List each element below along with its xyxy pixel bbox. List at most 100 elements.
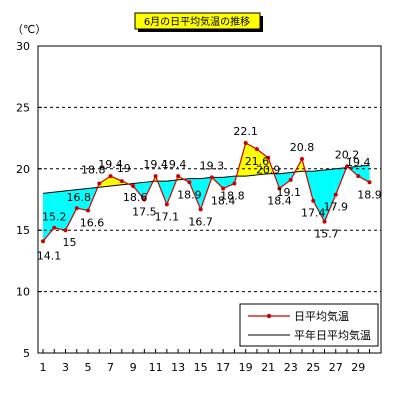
data-label: 17.1 xyxy=(155,210,180,223)
data-label: 19.4 xyxy=(98,158,123,171)
above-normal-fill xyxy=(110,176,122,186)
legend-marker-daily xyxy=(266,313,272,319)
data-point xyxy=(119,179,124,184)
data-point xyxy=(345,164,350,169)
data-point xyxy=(311,198,316,203)
x-tick-label: 25 xyxy=(306,361,320,374)
x-tick-label: 19 xyxy=(239,361,253,374)
data-label: 18.6 xyxy=(123,191,148,204)
y-tick-label: 5 xyxy=(23,347,30,360)
data-label: 15.7 xyxy=(314,228,339,241)
y-tick-label: 10 xyxy=(16,286,30,299)
daily-temperature-line xyxy=(42,142,370,242)
below-normal-fill xyxy=(54,190,66,231)
data-point xyxy=(97,181,102,186)
data-point xyxy=(164,202,169,207)
y-tick-label: 25 xyxy=(16,101,30,114)
below-normal-fill xyxy=(76,188,89,211)
data-label: 20.9 xyxy=(256,164,281,177)
data-point xyxy=(41,239,45,244)
below-normal-fill xyxy=(279,172,291,189)
data-point xyxy=(254,147,259,152)
data-point xyxy=(108,174,113,179)
data-label: 16.7 xyxy=(188,215,213,228)
x-tick-label: 29 xyxy=(351,361,365,374)
data-point xyxy=(356,174,361,179)
x-tick-label: 7 xyxy=(107,361,114,374)
data-point xyxy=(86,208,91,213)
y-tick-label: 15 xyxy=(16,224,30,237)
data-label: 18.4 xyxy=(211,194,236,207)
data-label: 18.8 xyxy=(220,190,245,203)
legend-label-normal: 平年日平均気温 xyxy=(294,328,371,342)
x-tick-label: 13 xyxy=(171,361,185,374)
data-label: 18.8 xyxy=(81,164,106,177)
data-label: 20.8 xyxy=(290,141,315,154)
data-label: 19 xyxy=(117,162,131,175)
title-box xyxy=(134,12,261,30)
data-point xyxy=(232,181,237,186)
data-label: 17.4 xyxy=(301,207,326,220)
data-point xyxy=(367,180,372,185)
data-point xyxy=(322,219,327,224)
x-tick-label: 21 xyxy=(261,361,275,374)
below-normal-fill xyxy=(358,165,370,183)
data-point xyxy=(299,156,304,161)
data-label: 18.4 xyxy=(267,194,292,207)
data-label: 19.3 xyxy=(200,159,225,172)
data-point xyxy=(221,186,226,191)
x-tick-label: 9 xyxy=(130,361,137,374)
below-normal-fill xyxy=(313,170,325,222)
chart-title: 6月の日平均気温の推移 xyxy=(144,15,250,28)
data-label: 15 xyxy=(63,236,77,249)
x-tick-label: 3 xyxy=(62,361,69,374)
legend-label-daily: 日平均気温 xyxy=(294,309,349,323)
x-tick-label: 5 xyxy=(85,361,92,374)
y-unit-label: （℃） xyxy=(12,23,46,36)
legend-box xyxy=(239,303,379,347)
data-point xyxy=(176,174,181,179)
data-label: 17.9 xyxy=(324,201,349,214)
data-label: 19.4 xyxy=(162,158,187,171)
data-point xyxy=(142,197,147,202)
data-label: 14.1 xyxy=(37,249,62,262)
plot-frame xyxy=(37,45,382,354)
data-label: 22.1 xyxy=(233,125,258,138)
data-point xyxy=(52,225,57,230)
data-label: 16.6 xyxy=(80,217,105,230)
below-normal-fill xyxy=(65,189,77,231)
data-label: 18.9 xyxy=(177,188,202,201)
x-tick-label: 11 xyxy=(149,361,163,374)
data-point xyxy=(333,192,338,197)
data-label: 19.1 xyxy=(276,186,301,199)
data-point xyxy=(288,177,293,182)
data-point xyxy=(243,141,248,146)
data-point xyxy=(63,228,68,233)
data-label: 18.9 xyxy=(357,188,382,201)
below-normal-fill xyxy=(223,176,235,189)
below-normal-fill xyxy=(324,168,336,222)
data-point xyxy=(198,207,203,212)
data-point xyxy=(74,206,79,211)
data-point xyxy=(266,155,271,160)
x-tick-label: 27 xyxy=(329,361,343,374)
data-label: 20.2 xyxy=(335,148,360,161)
above-normal-fill xyxy=(99,176,111,188)
data-label: 19.4 xyxy=(346,156,371,169)
data-label: 19.4 xyxy=(143,158,168,171)
above-normal-fill xyxy=(245,143,257,177)
data-label: 16.8 xyxy=(67,191,92,204)
x-tick-label: 1 xyxy=(40,361,47,374)
data-point xyxy=(153,174,158,179)
x-tick-label: 15 xyxy=(194,361,208,374)
below-normal-fill xyxy=(43,192,55,242)
y-tick-label: 20 xyxy=(16,163,30,176)
above-normal-fill xyxy=(256,149,269,175)
y-tick-label: 30 xyxy=(16,40,30,53)
data-point xyxy=(131,183,136,188)
data-point xyxy=(209,175,214,180)
data-label: 15.2 xyxy=(42,211,67,224)
x-tick-label: 17 xyxy=(216,361,230,374)
data-point xyxy=(277,186,282,191)
